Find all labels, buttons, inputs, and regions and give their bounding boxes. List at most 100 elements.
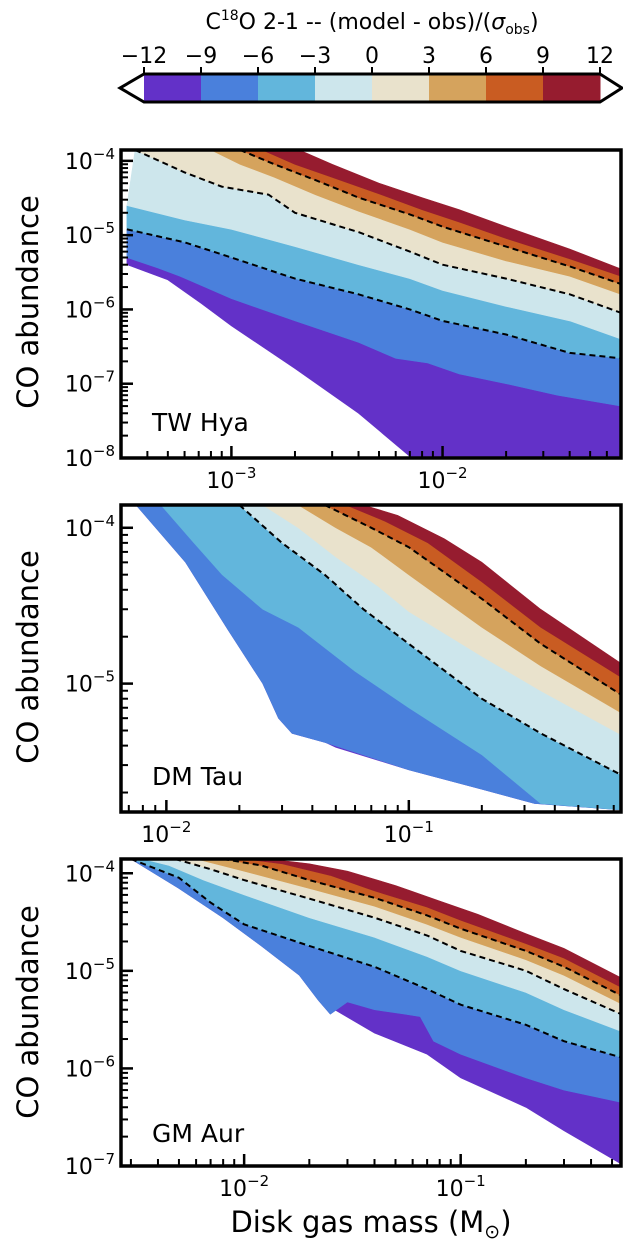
dashed-contour [130, 859, 621, 1059]
colorbar-swatch [258, 74, 316, 102]
colorbar-swatch [372, 74, 430, 102]
dashed-contour [126, 228, 621, 360]
panel-gm-aur-label: GM Aur [152, 1119, 245, 1148]
y-tick-label-exponent: −7 [93, 368, 115, 386]
colorbar-tick-label: 12 [586, 44, 614, 69]
x-axis-label-main: Disk gas mass (M [230, 1205, 484, 1239]
panel-dm-tau-ylabel: CO abundance [11, 550, 45, 764]
y-tick-label: 10−8 [65, 442, 115, 472]
x-tick-label: 10−1 [436, 1172, 486, 1202]
y-tick-label: 10−4 [65, 857, 115, 887]
x-tick-label-exponent: −3 [234, 464, 256, 482]
y-tick-label: 10−5 [65, 668, 115, 698]
panel-gm-aur-contours [130, 859, 621, 1165]
colorbar-ticks: −12 −9 −6 −3 0 3 6 9 12 [121, 44, 614, 74]
y-tick-label-base: 10 [65, 1155, 93, 1180]
colorbar-title-sup: 18 [221, 8, 239, 24]
x-tick-label-base: 10 [206, 469, 234, 494]
contour-band [262, 150, 621, 277]
colorbar-tick-label: −12 [121, 44, 167, 69]
y-tick-label-exponent: −4 [93, 857, 115, 875]
panel-dm-tau: 10−2 10−110−510−4 DM Tau CO abundance [11, 503, 623, 848]
colorbar-outline [117, 72, 623, 104]
y-tick-label-exponent: −6 [93, 1052, 115, 1070]
colorbar-tick-label: 9 [536, 44, 550, 69]
colorbar-tick-label: 3 [422, 44, 436, 69]
dashed-contour [222, 859, 621, 997]
colorbar-tick-label: −9 [185, 44, 217, 69]
y-tick-label-base: 10 [65, 517, 93, 542]
panel-gm-aur-axes: 10−2 10−110−710−610−510−4 [65, 857, 623, 1202]
colorbar-swatch [201, 74, 259, 102]
panel-dm-tau-dashed-contours [238, 505, 621, 776]
colorbar-title-close: ) [530, 10, 539, 35]
y-tick-label: 10−6 [65, 293, 115, 323]
colorbar-swatch [543, 74, 601, 102]
colorbar-title-sub: obs [505, 22, 530, 38]
axes-frame [119, 148, 623, 460]
y-tick-label: 10−4 [65, 512, 115, 542]
y-tick-label-exponent: −4 [93, 145, 115, 163]
colorbar-swatch [144, 74, 202, 102]
contour-band [345, 505, 621, 678]
y-tick-label-exponent: −8 [93, 442, 115, 460]
y-tick-label: 10−7 [65, 368, 115, 398]
dashed-contour [238, 505, 621, 776]
panel-gm-aur-ylabel: CO abundance [11, 905, 45, 1119]
y-tick-label-base: 10 [65, 224, 93, 249]
x-axis-label: Disk gas mass (M⊙) [230, 1205, 511, 1241]
y-tick-label-base: 10 [65, 862, 93, 887]
colorbar-swatch [429, 74, 487, 102]
y-tick-label: 10−4 [65, 145, 115, 175]
colorbar-tick-label: −3 [299, 44, 331, 69]
panel-tw-hya-axes: 10−3 10−210−810−710−610−510−4 [65, 145, 623, 494]
x-tick-label: 10−2 [141, 818, 191, 848]
y-tick-label-exponent: −5 [93, 219, 115, 237]
panel-tw-hya-label: TW Hya [151, 408, 249, 437]
x-tick-label-base: 10 [436, 1177, 464, 1202]
y-tick-label-base: 10 [65, 373, 93, 398]
panel-gm-aur: 10−2 10−110−710−610−510−4 GM Aur CO abund… [11, 857, 623, 1202]
x-tick-label-exponent: −2 [169, 818, 191, 836]
panel-tw-hya-contours [126, 150, 621, 457]
colorbar-swatches [144, 74, 601, 102]
colorbar-tick-label: 0 [365, 44, 379, 69]
y-tick-label-base: 10 [65, 960, 93, 985]
y-tick-label-base: 10 [65, 298, 93, 323]
x-tick-label: 10−3 [206, 464, 256, 494]
x-tick-label: 10−2 [417, 464, 467, 494]
x-tick-label: 10−2 [219, 1172, 269, 1202]
panel-tw-hya-ylabel: CO abundance [11, 195, 45, 409]
x-tick-label-base: 10 [219, 1177, 247, 1202]
y-tick-label-exponent: −7 [93, 1150, 115, 1168]
axes-frame [119, 857, 623, 1168]
y-tick-label-base: 10 [65, 150, 93, 175]
x-tick-label: 10−1 [384, 818, 434, 848]
panel-dm-tau-axes: 10−2 10−110−510−4 [65, 503, 623, 848]
colorbar-title: C18O 2-1 -- (model - obs)/(σobs) [205, 8, 538, 38]
panel-gm-aur-dashed-contours [130, 859, 621, 1059]
y-tick-label: 10−5 [65, 219, 115, 249]
y-tick-label: 10−6 [65, 1052, 115, 1082]
x-tick-label-base: 10 [141, 823, 169, 848]
y-tick-label-exponent: −4 [93, 512, 115, 530]
x-tick-label-base: 10 [417, 469, 445, 494]
colorbar: C18O 2-1 -- (model - obs)/(σobs) −12 −9 −6… [117, 8, 623, 104]
y-tick-label-exponent: −6 [93, 293, 115, 311]
colorbar-title-sigma: σ [491, 10, 506, 35]
y-tick-label: 10−5 [65, 955, 115, 985]
colorbar-tick-label: −6 [242, 44, 274, 69]
x-tick-label-exponent: −2 [247, 1172, 269, 1190]
y-tick-label-base: 10 [65, 447, 93, 472]
y-tick-label-exponent: −5 [93, 668, 115, 686]
colorbar-swatch [486, 74, 544, 102]
dashed-contour [134, 150, 621, 314]
dashed-contour [324, 505, 621, 696]
x-tick-label-exponent: −1 [464, 1172, 486, 1190]
colorbar-tick-label: 6 [479, 44, 493, 69]
dashed-contour [239, 150, 621, 285]
colorbar-swatch [315, 74, 373, 102]
x-tick-label-exponent: −1 [412, 818, 434, 836]
y-tick-label-base: 10 [65, 673, 93, 698]
